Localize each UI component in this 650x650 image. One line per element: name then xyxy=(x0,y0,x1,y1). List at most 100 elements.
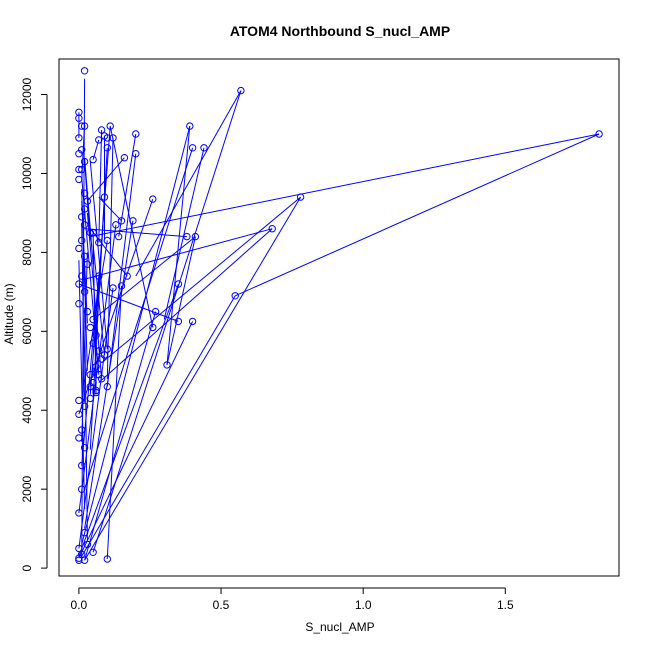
data-point xyxy=(75,165,83,174)
y-tick-label: 8000 xyxy=(20,239,34,266)
data-point xyxy=(78,213,86,221)
data-point xyxy=(106,122,114,130)
data-point xyxy=(86,394,95,403)
y-tick-label: 2000 xyxy=(20,476,34,503)
series-line-segment xyxy=(234,133,600,297)
data-point xyxy=(163,361,171,369)
series-line-segment xyxy=(84,196,302,561)
data-point xyxy=(115,232,123,241)
series-line-segment xyxy=(78,260,86,509)
y-tick-label: 12000 xyxy=(20,78,34,112)
series-line-segment xyxy=(84,147,194,490)
data-point xyxy=(80,205,89,213)
data-point xyxy=(80,122,89,130)
series-line-segment xyxy=(84,311,157,561)
data-point xyxy=(80,221,89,229)
chart-title: ATOM4 Northbound S_nucl_AMP xyxy=(230,23,450,39)
data-point xyxy=(103,236,112,245)
data-point xyxy=(75,114,83,122)
data-point xyxy=(100,193,109,201)
series-lines xyxy=(78,78,600,561)
data-point xyxy=(132,130,140,138)
data-point xyxy=(95,371,103,379)
data-point xyxy=(80,288,89,296)
data-point xyxy=(103,345,112,353)
series-line-segment xyxy=(89,161,108,350)
data-point xyxy=(78,485,86,493)
data-point xyxy=(89,155,97,164)
data-point xyxy=(75,509,83,517)
data-point xyxy=(103,382,112,391)
y-tick-label: 4000 xyxy=(20,397,34,424)
data-point xyxy=(89,315,97,324)
series-line-segment xyxy=(81,228,273,281)
series-line-segment xyxy=(81,295,236,557)
series-line-segment xyxy=(101,196,301,364)
x-tick-label: 1.5 xyxy=(497,598,514,612)
data-point xyxy=(75,150,83,158)
series-line-segment xyxy=(166,126,191,365)
series-line-segment xyxy=(89,228,128,277)
series-line-segment xyxy=(135,90,242,277)
data-point xyxy=(78,165,86,174)
data-point xyxy=(75,280,83,288)
series-line-segment xyxy=(98,196,122,222)
series-line-segment xyxy=(98,228,273,383)
x-axis-label: S_nucl_AMP xyxy=(305,620,374,634)
series-line-segment xyxy=(78,283,179,322)
data-point xyxy=(120,154,129,162)
data-point xyxy=(109,134,117,142)
data-point xyxy=(149,323,157,332)
data-point xyxy=(183,232,191,241)
series-line-segment xyxy=(78,321,194,559)
series-line-segment xyxy=(84,228,187,238)
data-point xyxy=(268,225,276,233)
series-line-segment xyxy=(106,153,137,387)
data-point xyxy=(92,386,100,395)
x-axis: 0.0 0.5 1.0 1.5 xyxy=(71,587,514,612)
data-point xyxy=(129,217,137,225)
data-point xyxy=(86,228,95,237)
data-point xyxy=(80,444,89,452)
data-point xyxy=(112,221,120,229)
data-point xyxy=(78,122,86,130)
data-point xyxy=(123,272,131,280)
data-point xyxy=(75,410,83,418)
y-axis: 0 2000 4000 6000 8000 10000 12000 xyxy=(20,78,48,571)
data-point xyxy=(149,195,157,203)
x-tick-label: 1.0 xyxy=(355,598,372,612)
data-point xyxy=(78,426,86,434)
data-point xyxy=(75,300,83,308)
data-point xyxy=(132,150,140,158)
data-point xyxy=(95,238,103,247)
data-point xyxy=(191,232,200,241)
data-point xyxy=(117,282,126,290)
series-line-segment xyxy=(84,307,88,541)
data-point xyxy=(86,382,95,391)
data-point xyxy=(78,461,86,470)
data-point xyxy=(80,528,89,537)
series-line-segment xyxy=(118,133,137,237)
data-point xyxy=(117,217,126,225)
series-line-segment xyxy=(98,129,103,243)
series-points xyxy=(75,67,603,564)
data-point xyxy=(595,130,603,138)
series-line-segment xyxy=(81,122,86,182)
data-point xyxy=(80,157,89,166)
data-point xyxy=(89,228,97,237)
data-point xyxy=(75,396,83,405)
data-point xyxy=(174,317,183,326)
plot-frame xyxy=(58,58,620,577)
data-point xyxy=(80,189,89,197)
data-point xyxy=(86,323,95,332)
x-tick-label: 0.5 xyxy=(213,598,230,612)
data-point xyxy=(89,548,97,556)
data-point xyxy=(92,388,100,397)
data-point xyxy=(296,193,305,201)
data-point xyxy=(75,544,83,553)
data-point xyxy=(92,363,100,371)
data-point xyxy=(95,272,103,280)
data-point xyxy=(78,272,86,280)
data-point xyxy=(75,134,83,142)
